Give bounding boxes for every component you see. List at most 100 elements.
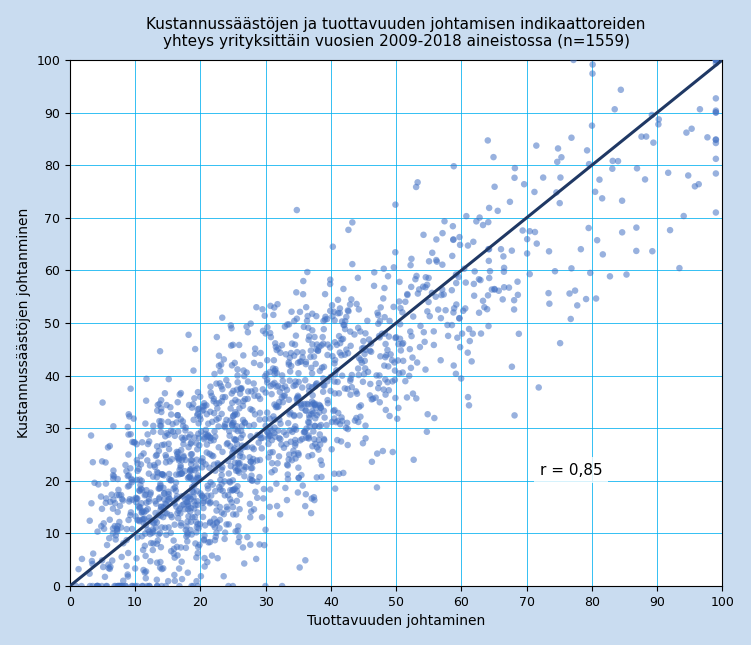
Point (241, 442, 253, 452)
Point (382, 361, 394, 372)
Point (192, 464, 204, 474)
Point (279, 482, 291, 493)
Point (415, 321, 427, 331)
Point (300, 489, 312, 499)
Point (192, 418, 204, 428)
Point (210, 399, 222, 409)
Point (147, 526, 159, 537)
Point (161, 508, 173, 519)
Point (454, 313, 466, 324)
Point (474, 212, 486, 223)
Point (380, 405, 392, 415)
Point (498, 266, 510, 277)
Point (184, 464, 196, 475)
Point (333, 331, 345, 341)
Point (274, 509, 286, 519)
Point (155, 501, 167, 511)
Point (195, 488, 207, 499)
Point (241, 532, 253, 542)
Point (282, 454, 294, 464)
Point (259, 581, 271, 591)
Point (242, 377, 254, 387)
Point (164, 493, 176, 504)
Point (397, 339, 409, 350)
Point (201, 400, 213, 410)
Point (372, 310, 385, 321)
Point (155, 504, 167, 515)
Point (478, 302, 490, 312)
Point (620, 270, 632, 280)
Point (142, 524, 154, 535)
Point (176, 557, 188, 567)
Point (91, 581, 103, 591)
Point (137, 581, 149, 591)
Point (327, 406, 339, 416)
Title: Kustannussäästöjen ja tuottavuuden johtamisen indikaattoreiden
yhteys yrityksitt: Kustannussäästöjen ja tuottavuuden johta… (146, 17, 646, 49)
Point (330, 340, 342, 350)
Point (208, 393, 220, 404)
Point (572, 300, 584, 310)
Point (177, 499, 189, 510)
Point (251, 455, 263, 466)
Point (171, 491, 183, 501)
Point (234, 451, 246, 461)
Point (469, 266, 481, 277)
Point (207, 451, 219, 461)
Point (321, 314, 333, 324)
Point (410, 393, 422, 404)
Point (258, 310, 270, 321)
Point (184, 491, 196, 502)
Point (340, 344, 352, 355)
Point (263, 430, 275, 440)
Point (284, 375, 296, 386)
Point (107, 473, 119, 484)
Point (110, 530, 122, 541)
Point (286, 455, 298, 466)
Point (227, 475, 239, 486)
Point (225, 441, 237, 451)
Point (204, 382, 216, 392)
Point (182, 504, 195, 514)
Point (293, 450, 305, 460)
Point (244, 474, 256, 484)
Point (264, 423, 276, 433)
Point (258, 540, 270, 550)
Point (219, 476, 231, 486)
Point (229, 358, 241, 368)
Point (225, 320, 237, 330)
Point (339, 383, 351, 393)
Point (135, 484, 147, 494)
Point (189, 512, 201, 522)
Point (197, 511, 209, 522)
Point (482, 217, 494, 227)
Point (368, 281, 380, 291)
Point (237, 396, 249, 406)
Point (201, 409, 213, 419)
Point (352, 273, 364, 283)
Point (307, 426, 319, 437)
Point (122, 450, 134, 460)
Point (164, 510, 176, 521)
Point (235, 384, 247, 394)
Point (261, 427, 273, 437)
Point (147, 517, 159, 528)
Point (512, 290, 524, 300)
Point (151, 581, 163, 591)
Point (227, 340, 239, 350)
Point (264, 367, 276, 377)
Point (225, 341, 237, 351)
Point (306, 450, 318, 460)
Point (219, 392, 231, 402)
Point (204, 498, 216, 508)
Point (321, 350, 333, 360)
Point (191, 576, 203, 586)
Point (179, 433, 192, 443)
Point (216, 396, 228, 406)
Point (237, 442, 249, 453)
Point (198, 530, 210, 541)
Point (152, 457, 164, 468)
Point (350, 386, 362, 397)
Point (116, 494, 128, 504)
Point (92, 581, 104, 591)
Point (296, 434, 308, 444)
